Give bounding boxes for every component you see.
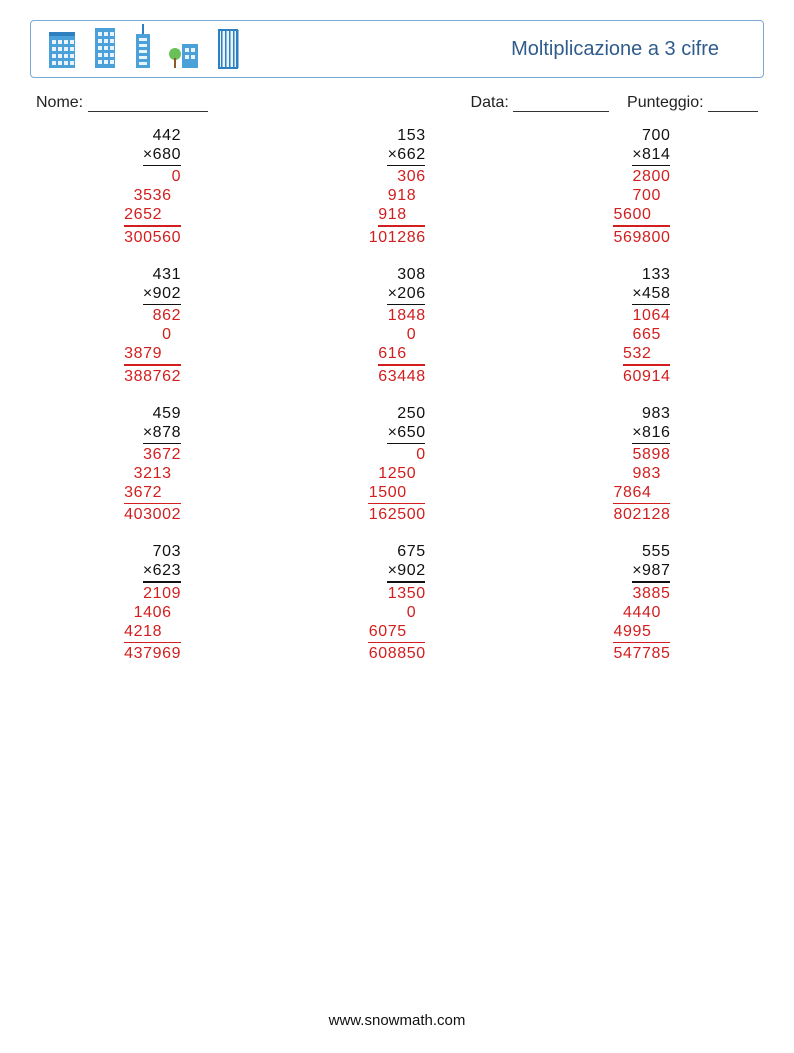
problem: 703 ×623 2109 1406 4218 437969	[30, 542, 275, 663]
date-blank[interactable]	[513, 97, 609, 112]
problem: 431 ×902 862 0 3879 388762	[30, 265, 275, 386]
header-band: Moltiplicazione a 3 cifre	[30, 20, 764, 78]
problem: 700 ×814 2800 700 5600 569800	[519, 126, 764, 247]
problem: 133 ×458 1064 665 532 60914	[519, 265, 764, 386]
building-icon	[45, 30, 79, 75]
worksheet-page: Moltiplicazione a 3 cifre Nome: Data: Pu…	[0, 0, 794, 1053]
name-label: Nome:	[36, 94, 83, 111]
problem: 250 ×650 0 1250 1500 162500	[275, 404, 520, 525]
building-icons	[45, 24, 241, 75]
score-label: Punteggio:	[627, 94, 704, 111]
problem: 983 ×816 5898 983 7864 802128	[519, 404, 764, 525]
building-icon	[168, 30, 202, 75]
problem: 153 ×662 306 918 918 101286	[275, 126, 520, 247]
date-score: Data: Punteggio:	[471, 94, 758, 112]
problem: 459 ×878 3672 3213 3672 403002	[30, 404, 275, 525]
problem: 675 ×902 1350 0 6075 608850	[275, 542, 520, 663]
building-icon	[215, 26, 241, 75]
footer-url: www.snowmath.com	[0, 1012, 794, 1029]
score-blank[interactable]	[708, 97, 758, 112]
date-label: Data:	[471, 94, 509, 111]
problem: 308 ×206 1848 0 616 63448	[275, 265, 520, 386]
building-icon	[92, 26, 118, 75]
page-title: Moltiplicazione a 3 cifre	[511, 38, 719, 61]
problem: 442 ×680 0 3536 2652 300560	[30, 126, 275, 247]
info-row: Nome: Data: Punteggio:	[36, 94, 758, 112]
problem: 555 ×987 3885 4440 4995 547785	[519, 542, 764, 663]
problem-grid: 442 ×680 0 3536 2652 300560 153 ×662 306…	[30, 126, 764, 663]
name-field: Nome:	[36, 94, 208, 112]
building-icon	[131, 24, 155, 75]
name-blank[interactable]	[88, 97, 208, 112]
